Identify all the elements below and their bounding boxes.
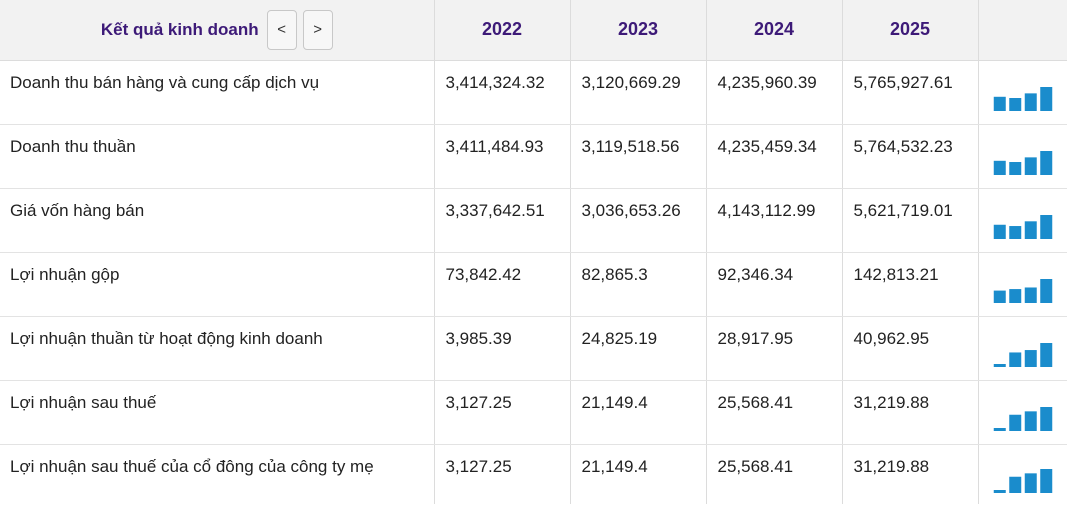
header-title-cell: Kết quả kinh doanh < > [0, 0, 435, 61]
row-label: Giá vốn hàng bán [0, 188, 435, 253]
value-cell: 3,337,642.51 [434, 188, 571, 253]
sparkline-bar [1024, 350, 1037, 367]
row-label: Lợi nhuận sau thuế của cổ đông của công … [0, 444, 435, 504]
sparkline-chart [993, 151, 1052, 175]
value-cell: 3,127.25 [434, 444, 571, 504]
value-cell: 4,235,459.34 [706, 124, 843, 189]
value-cell: 24,825.19 [570, 316, 707, 381]
sparkline-chart [993, 87, 1052, 111]
sparkline-bar [1040, 151, 1052, 175]
table-row: Lợi nhuận sau thuế của cổ đông của công … [0, 444, 1067, 504]
sparkline-chart [993, 407, 1052, 431]
value-cell: 142,813.21 [842, 252, 979, 317]
row-label: Doanh thu bán hàng và cung cấp dịch vụ [0, 60, 435, 125]
table-row: Giá vốn hàng bán 3,337,642.51 3,036,653.… [0, 188, 1067, 253]
sparkline-chart [993, 469, 1052, 494]
value-cell: 3,120,669.29 [570, 60, 707, 125]
sparkline-bar [1009, 226, 1021, 239]
value-cell: 5,621,719.01 [842, 188, 979, 253]
value-cell: 25,568.41 [706, 380, 843, 445]
table-row: Doanh thu thuần 3,411,484.93 3,119,518.5… [0, 124, 1067, 189]
value-cell: 31,219.88 [842, 444, 979, 504]
value-cell: 3,119,518.56 [570, 124, 707, 189]
prev-period-button[interactable]: < [266, 9, 297, 50]
value-cell: 28,917.95 [706, 316, 843, 381]
year-header-2022: 2022 [434, 0, 571, 61]
year-header-2023: 2023 [570, 0, 707, 61]
sparkline-bar [1040, 343, 1052, 367]
sparkline-bar [1009, 352, 1021, 367]
sparkline-bar [993, 160, 1006, 175]
sparkline-cell[interactable] [978, 444, 1067, 504]
sparkline-bar [1009, 162, 1021, 175]
value-cell: 82,865.3 [570, 252, 707, 317]
sparkline-chart [993, 279, 1052, 303]
sparkline-bar [1009, 414, 1021, 431]
section-title: Kết quả kinh doanh [100, 19, 259, 39]
value-cell: 3,985.39 [434, 316, 571, 381]
sparkline-bar [1009, 289, 1021, 303]
row-label: Lợi nhuận sau thuế [0, 380, 435, 445]
table-header-row: Kết quả kinh doanh < > 2022 2023 2024 20… [0, 0, 1067, 61]
sparkline-bar [1009, 98, 1021, 111]
value-cell: 92,346.34 [706, 252, 843, 317]
sparkline-cell[interactable] [978, 252, 1067, 317]
sparkline-bar [1024, 221, 1037, 239]
value-cell: 3,414,324.32 [434, 60, 571, 125]
sparkline-bar [993, 490, 1006, 494]
sparkline-bar [1024, 473, 1037, 494]
value-cell: 5,764,532.23 [842, 124, 979, 189]
value-cell: 40,962.95 [842, 316, 979, 381]
sparkline-bar [993, 428, 1006, 431]
value-cell: 21,149.4 [570, 444, 707, 504]
value-cell: 25,568.41 [706, 444, 843, 504]
sparkline-bar [1009, 476, 1021, 494]
sparkline-bar [993, 224, 1006, 239]
value-cell: 31,219.88 [842, 380, 979, 445]
table-row: Lợi nhuận thuần từ hoạt động kinh doanh … [0, 316, 1067, 381]
sparkline-bar [1040, 215, 1052, 239]
sparkline-cell[interactable] [978, 60, 1067, 125]
value-cell: 3,127.25 [434, 380, 571, 445]
sparkline-bar [993, 364, 1006, 367]
sparkline-bar [1024, 93, 1037, 111]
sparkline-bar [993, 290, 1006, 303]
sparkline-bar [993, 96, 1006, 111]
sparkline-chart [993, 343, 1052, 367]
sparkline-bar [1040, 279, 1052, 303]
table-row: Lợi nhuận gộp 73,842.42 82,865.3 92,346.… [0, 252, 1067, 317]
sparkline-bar [1024, 157, 1037, 175]
row-label: Doanh thu thuần [0, 124, 435, 189]
table-row: Doanh thu bán hàng và cung cấp dịch vụ 3… [0, 60, 1067, 125]
value-cell: 3,411,484.93 [434, 124, 571, 189]
sparkline-header [978, 0, 1067, 61]
table-row: Lợi nhuận sau thuế 3,127.25 21,149.4 25,… [0, 380, 1067, 445]
next-period-button[interactable]: > [302, 9, 333, 50]
value-cell: 4,235,960.39 [706, 60, 843, 125]
sparkline-bar [1040, 469, 1052, 494]
sparkline-cell[interactable] [978, 380, 1067, 445]
row-label: Lợi nhuận gộp [0, 252, 435, 317]
value-cell: 4,143,112.99 [706, 188, 843, 253]
sparkline-bar [1024, 287, 1037, 303]
sparkline-bar [1040, 407, 1052, 431]
sparkline-cell[interactable] [978, 188, 1067, 253]
value-cell: 73,842.42 [434, 252, 571, 317]
value-cell: 21,149.4 [570, 380, 707, 445]
value-cell: 3,036,653.26 [570, 188, 707, 253]
sparkline-chart [993, 215, 1052, 239]
row-label: Lợi nhuận thuần từ hoạt động kinh doanh [0, 316, 435, 381]
year-header-2024: 2024 [706, 0, 843, 61]
sparkline-cell[interactable] [978, 316, 1067, 381]
sparkline-bar [1040, 87, 1052, 111]
sparkline-bar [1024, 411, 1037, 431]
value-cell: 5,765,927.61 [842, 60, 979, 125]
sparkline-cell[interactable] [978, 124, 1067, 189]
year-header-2025: 2025 [842, 0, 979, 61]
